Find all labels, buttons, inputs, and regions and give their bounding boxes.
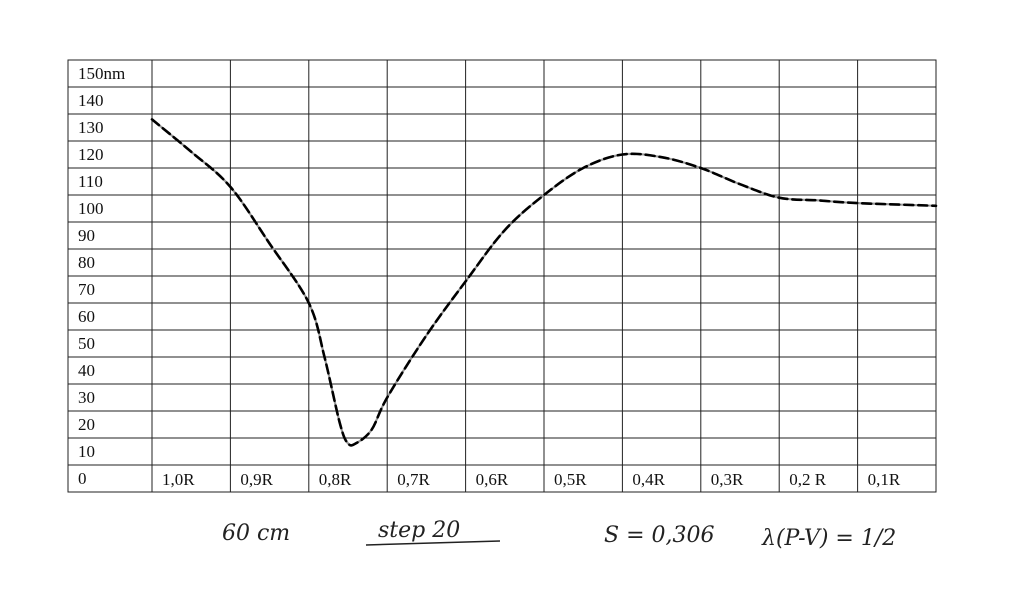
y-tick-label: 90 — [78, 226, 95, 245]
annotation-length: 60 cm — [222, 521, 290, 546]
y-tick-label: 130 — [78, 118, 104, 137]
y-tick-label: 0 — [78, 469, 87, 488]
x-tick-label: 1,0R — [162, 470, 195, 489]
handwritten-annotations: 60 cm step 20 S = 0,306 λ(P-V) = 1/2 — [222, 518, 896, 551]
x-tick-label: 0,7R — [397, 470, 430, 489]
y-tick-label: 40 — [78, 361, 95, 380]
y-tick-label: 70 — [78, 280, 95, 299]
x-tick-label: 0,5R — [554, 470, 587, 489]
x-axis-labels: 1,0R 0,9R 0,8R 0,7R 0,6R 0,5R 0,4R 0,3R 0,2 R 0,1… — [162, 470, 901, 489]
x-tick-label: 0,3R — [711, 470, 744, 489]
series-dashed-line — [150, 118, 938, 447]
x-tick-label: 0,8R — [319, 470, 352, 489]
y-tick-label: 140 — [78, 91, 104, 110]
y-tick-label: 120 — [78, 145, 104, 164]
y-tick-label: 80 — [78, 253, 95, 272]
x-tick-label: 0,4R — [632, 470, 665, 489]
annotation-underline — [365, 540, 501, 546]
chart-grid — [67, 59, 937, 493]
y-tick-label: 60 — [78, 307, 95, 326]
series-layer — [150, 118, 938, 447]
annotation-pv: λ(P-V) = 1/2 — [761, 526, 896, 551]
annotation-strehl: S = 0,306 — [604, 523, 714, 548]
x-tick-label: 0,9R — [240, 470, 273, 489]
y-tick-label: 100 — [78, 199, 104, 218]
y-tick-label: 50 — [78, 334, 95, 353]
y-tick-label: 30 — [78, 388, 95, 407]
x-tick-label: 0,1R — [868, 470, 901, 489]
annotation-step: step 20 — [378, 518, 460, 543]
y-tick-label: 110 — [78, 172, 103, 191]
y-tick-label: 10 — [78, 442, 95, 461]
x-tick-label: 0,2 R — [789, 470, 827, 489]
x-tick-label: 0,6R — [476, 470, 509, 489]
y-tick-label: 20 — [78, 415, 95, 434]
y-tick-label: 150nm — [78, 64, 125, 83]
